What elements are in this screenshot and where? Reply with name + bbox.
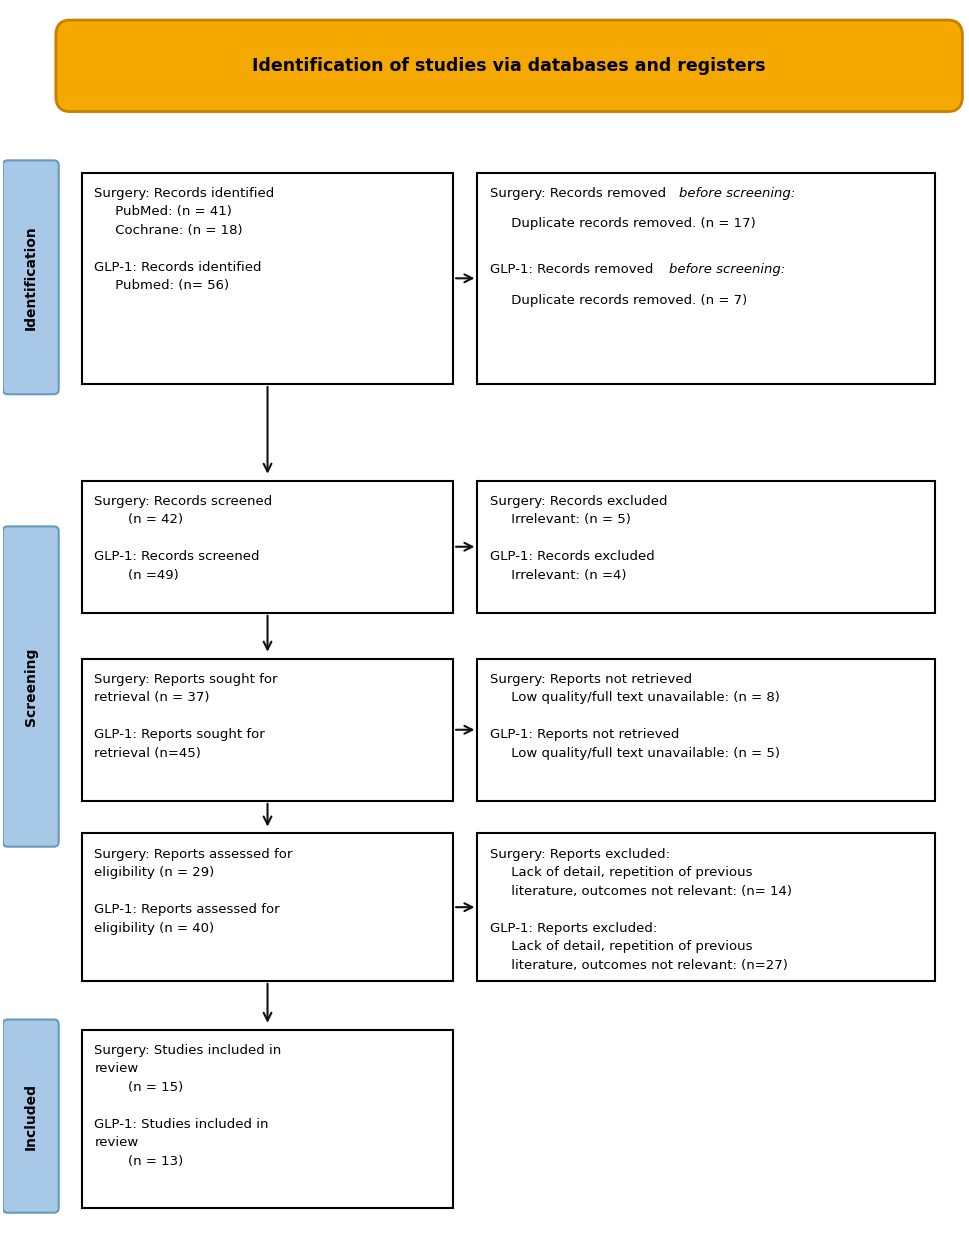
FancyBboxPatch shape	[81, 481, 453, 613]
Text: before screening:: before screening:	[678, 187, 795, 199]
FancyBboxPatch shape	[477, 834, 934, 981]
Text: Surgery: Reports excluded:
     Lack of detail, repetition of previous
     lite: Surgery: Reports excluded: Lack of detai…	[489, 847, 791, 972]
FancyBboxPatch shape	[477, 481, 934, 613]
FancyBboxPatch shape	[81, 173, 453, 384]
Text: Identification of studies via databases and registers: Identification of studies via databases …	[252, 57, 766, 75]
Text: Identification: Identification	[23, 226, 38, 330]
FancyBboxPatch shape	[3, 1019, 59, 1212]
FancyBboxPatch shape	[477, 173, 934, 384]
Text: Included: Included	[23, 1083, 38, 1150]
Text: before screening:: before screening:	[669, 263, 785, 277]
FancyBboxPatch shape	[56, 20, 961, 112]
Text: Surgery: Records identified
     PubMed: (n = 41)
     Cochrane: (n = 18)

GLP-1: Surgery: Records identified PubMed: (n =…	[94, 187, 274, 293]
Text: GLP-1: Records removed: GLP-1: Records removed	[489, 263, 657, 277]
FancyBboxPatch shape	[3, 526, 59, 847]
FancyBboxPatch shape	[3, 161, 59, 394]
Text: Surgery: Studies included in
review
        (n = 15)

GLP-1: Studies included in: Surgery: Studies included in review (n =…	[94, 1044, 281, 1168]
Text: Duplicate records removed. (n = 7): Duplicate records removed. (n = 7)	[489, 294, 746, 307]
FancyBboxPatch shape	[81, 834, 453, 981]
FancyBboxPatch shape	[81, 659, 453, 801]
Text: Surgery: Records removed: Surgery: Records removed	[489, 187, 670, 199]
Text: Screening: Screening	[23, 648, 38, 725]
Text: Surgery: Reports assessed for
eligibility (n = 29)

GLP-1: Reports assessed for
: Surgery: Reports assessed for eligibilit…	[94, 847, 293, 934]
FancyBboxPatch shape	[81, 1029, 453, 1207]
Text: Duplicate records removed. (n = 17): Duplicate records removed. (n = 17)	[489, 217, 755, 231]
Text: Surgery: Records excluded
     Irrelevant: (n = 5)

GLP-1: Records excluded
    : Surgery: Records excluded Irrelevant: (n…	[489, 495, 667, 582]
Text: Surgery: Records screened
        (n = 42)

GLP-1: Records screened
        (n =: Surgery: Records screened (n = 42) GLP-1…	[94, 495, 272, 582]
Text: Surgery: Reports sought for
retrieval (n = 37)

GLP-1: Reports sought for
retrie: Surgery: Reports sought for retrieval (n…	[94, 673, 277, 760]
Text: Surgery: Reports not retrieved
     Low quality/full text unavailable: (n = 8)

: Surgery: Reports not retrieved Low quali…	[489, 673, 779, 760]
FancyBboxPatch shape	[477, 659, 934, 801]
